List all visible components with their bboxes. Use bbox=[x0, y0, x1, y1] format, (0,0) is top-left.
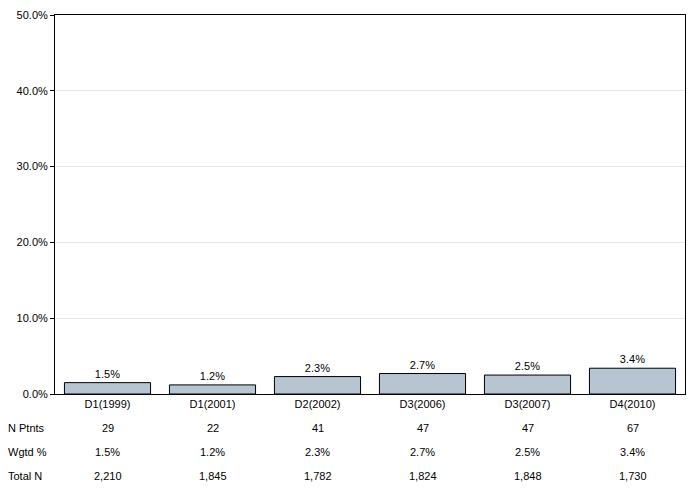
svg-text:47: 47 bbox=[522, 422, 534, 434]
svg-text:1,824: 1,824 bbox=[409, 470, 437, 482]
svg-text:29: 29 bbox=[102, 422, 114, 434]
svg-text:1,845: 1,845 bbox=[199, 470, 227, 482]
svg-text:1.2%: 1.2% bbox=[200, 370, 225, 382]
svg-text:1,848: 1,848 bbox=[514, 470, 542, 482]
svg-text:41: 41 bbox=[312, 422, 324, 434]
svg-text:2.5%: 2.5% bbox=[515, 446, 540, 458]
svg-text:3.4%: 3.4% bbox=[620, 446, 645, 458]
svg-text:40.0%: 40.0% bbox=[17, 85, 48, 97]
svg-text:1.5%: 1.5% bbox=[95, 446, 120, 458]
svg-text:N Ptnts: N Ptnts bbox=[8, 422, 45, 434]
svg-text:50.0%: 50.0% bbox=[17, 9, 48, 21]
svg-text:1,730: 1,730 bbox=[619, 470, 647, 482]
svg-text:2.7%: 2.7% bbox=[410, 359, 435, 371]
svg-text:20.0%: 20.0% bbox=[17, 236, 48, 248]
svg-text:22: 22 bbox=[207, 422, 219, 434]
svg-text:D4(2010): D4(2010) bbox=[610, 398, 656, 410]
svg-text:1,782: 1,782 bbox=[304, 470, 332, 482]
svg-text:Wgtd %: Wgtd % bbox=[8, 446, 47, 458]
svg-text:67: 67 bbox=[627, 422, 639, 434]
svg-text:D1(2001): D1(2001) bbox=[190, 398, 236, 410]
svg-text:Total N: Total N bbox=[8, 470, 42, 482]
svg-text:1.2%: 1.2% bbox=[200, 446, 225, 458]
svg-text:10.0%: 10.0% bbox=[17, 312, 48, 324]
svg-text:2.3%: 2.3% bbox=[305, 446, 330, 458]
svg-text:D3(2007): D3(2007) bbox=[505, 398, 551, 410]
svg-text:D3(2006): D3(2006) bbox=[400, 398, 446, 410]
svg-text:2.3%: 2.3% bbox=[305, 362, 330, 374]
svg-text:D2(2002): D2(2002) bbox=[295, 398, 341, 410]
svg-text:30.0%: 30.0% bbox=[17, 160, 48, 172]
svg-text:D1(1999): D1(1999) bbox=[85, 398, 131, 410]
svg-text:47: 47 bbox=[417, 422, 429, 434]
svg-text:2.7%: 2.7% bbox=[410, 446, 435, 458]
svg-text:2,210: 2,210 bbox=[94, 470, 122, 482]
svg-text:0.0%: 0.0% bbox=[23, 388, 48, 400]
svg-text:1.5%: 1.5% bbox=[95, 368, 120, 380]
svg-text:3.4%: 3.4% bbox=[620, 353, 645, 365]
svg-text:2.5%: 2.5% bbox=[515, 360, 540, 372]
